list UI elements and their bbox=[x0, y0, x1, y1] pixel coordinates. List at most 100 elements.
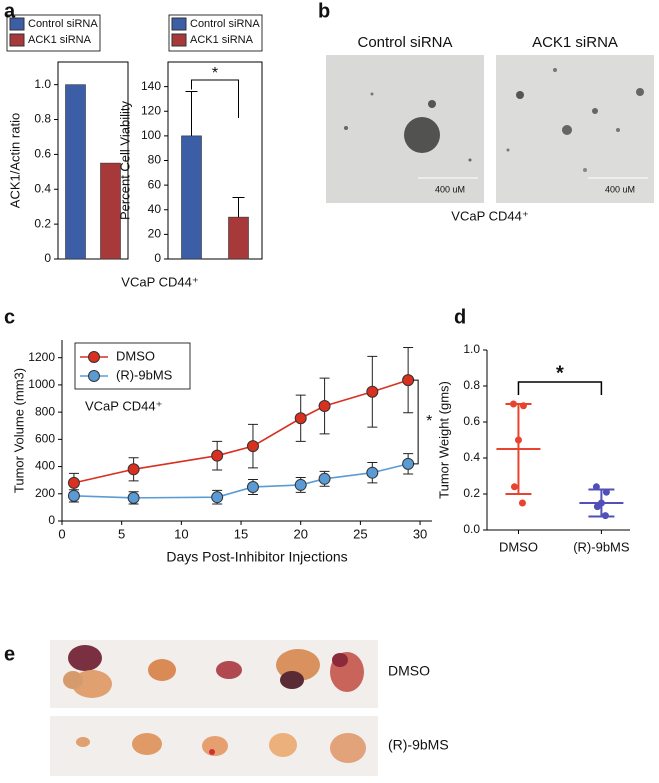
y-tick-label: 40 bbox=[148, 202, 162, 216]
micrograph bbox=[326, 55, 484, 203]
legend-frame bbox=[74, 342, 191, 390]
data-point bbox=[127, 463, 140, 476]
y-tick-label: 0.0 bbox=[463, 522, 480, 536]
data-point bbox=[294, 478, 307, 491]
x-tick-label: 0 bbox=[58, 526, 65, 541]
legend-marker bbox=[88, 370, 100, 382]
series-line bbox=[73, 463, 409, 499]
y-axis-label: Percent Cell Viability bbox=[117, 101, 132, 220]
legend-swatch bbox=[171, 17, 187, 31]
data-point bbox=[67, 489, 80, 502]
significance-star: * bbox=[426, 413, 432, 430]
data-point bbox=[510, 483, 518, 491]
data-point bbox=[318, 400, 331, 413]
x-tick-label: 20 bbox=[293, 526, 307, 541]
y-tick-label: 200 bbox=[35, 486, 55, 500]
bar bbox=[100, 162, 121, 260]
legend-swatch bbox=[9, 17, 25, 31]
bar bbox=[181, 135, 202, 260]
y-axis-label: Tumor Volume (mm3) bbox=[11, 368, 26, 493]
y-tick-label: 1000 bbox=[28, 377, 55, 391]
y-axis-label: ACK1/Actin ratio bbox=[7, 113, 22, 208]
image-title: Control siRNA bbox=[357, 34, 452, 51]
micrograph bbox=[496, 55, 654, 203]
image-title: ACK1 siRNA bbox=[532, 34, 618, 51]
legend-label: Control siRNA bbox=[190, 18, 260, 30]
bar bbox=[228, 216, 249, 260]
significance-star: * bbox=[212, 65, 218, 82]
significance-bracket bbox=[413, 379, 419, 465]
data-point bbox=[592, 483, 600, 491]
data-point bbox=[366, 385, 379, 398]
data-point bbox=[518, 499, 526, 507]
axes bbox=[486, 350, 630, 531]
legend-label: DMSO bbox=[116, 348, 155, 363]
data-point bbox=[246, 480, 259, 493]
data-point bbox=[246, 440, 259, 453]
data-point bbox=[402, 374, 415, 387]
error-bar bbox=[185, 91, 198, 136]
significance-bracket bbox=[517, 381, 603, 395]
scale-label: 400 uM bbox=[605, 184, 635, 194]
x-tick-label: (R)-9bMS bbox=[573, 539, 630, 554]
legend-swatch bbox=[171, 33, 187, 47]
plot-frame bbox=[57, 61, 129, 260]
significance-bracket bbox=[191, 79, 239, 118]
y-tick-label: 0 bbox=[44, 251, 51, 265]
data-point bbox=[67, 476, 80, 489]
data-point bbox=[602, 488, 610, 496]
bar bbox=[65, 84, 86, 260]
y-tick-label: 100 bbox=[141, 128, 161, 142]
y-tick-label: 0.6 bbox=[34, 147, 51, 161]
y-tick-label: 1200 bbox=[28, 350, 55, 364]
caption: VCaP CD44⁺ bbox=[451, 208, 528, 223]
y-tick-label: 120 bbox=[141, 103, 161, 117]
x-tick-label: 25 bbox=[353, 526, 367, 541]
data-point bbox=[519, 402, 527, 410]
legend-marker bbox=[88, 351, 100, 363]
y-tick-label: 1.0 bbox=[34, 77, 51, 91]
data-point bbox=[514, 436, 522, 444]
data-point bbox=[294, 412, 307, 425]
x-tick-label: 10 bbox=[174, 526, 188, 541]
panel-letter: c bbox=[4, 306, 15, 328]
data-point bbox=[318, 472, 331, 485]
data-point bbox=[509, 400, 517, 408]
x-tick-label: 30 bbox=[413, 526, 427, 541]
y-tick-label: 0 bbox=[48, 513, 55, 527]
legend-swatch bbox=[9, 33, 25, 47]
x-axis-label: VCaP CD44⁺ bbox=[121, 274, 198, 289]
y-tick-label: 20 bbox=[148, 227, 162, 241]
y-tick-label: 140 bbox=[141, 79, 161, 93]
panel-letter: e bbox=[4, 643, 15, 665]
y-tick-label: 0.8 bbox=[463, 378, 480, 392]
data-point bbox=[402, 457, 415, 470]
y-tick-label: 0.2 bbox=[34, 216, 51, 230]
y-tick-label: 0.4 bbox=[34, 181, 51, 195]
data-point bbox=[211, 491, 224, 504]
row-label: (R)-9bMS bbox=[388, 737, 449, 753]
y-tick-label: 0.8 bbox=[34, 112, 51, 126]
y-axis-label: Tumor Weight (gms) bbox=[436, 381, 451, 499]
data-point bbox=[593, 503, 601, 511]
scale-label: 400 uM bbox=[435, 184, 465, 194]
legend-frame bbox=[6, 14, 101, 52]
x-tick-label: 5 bbox=[118, 526, 125, 541]
significance-star: * bbox=[556, 362, 564, 384]
x-tick-label: 15 bbox=[234, 526, 248, 541]
legend-label: ACK1 siRNA bbox=[28, 34, 92, 46]
tumor-photos bbox=[50, 640, 378, 776]
legend-label: ACK1 siRNA bbox=[190, 34, 254, 46]
panel-letter: d bbox=[454, 306, 466, 328]
data-point bbox=[601, 512, 609, 520]
x-tick-label: DMSO bbox=[499, 539, 538, 554]
y-tick-label: 60 bbox=[148, 177, 162, 191]
y-tick-label: 600 bbox=[35, 432, 55, 446]
series-line bbox=[73, 379, 409, 484]
panel-letter: b bbox=[318, 0, 330, 22]
error-bar bbox=[232, 196, 245, 218]
y-tick-label: 0 bbox=[154, 251, 161, 265]
annotation: VCaP CD44⁺ bbox=[85, 398, 162, 413]
data-point bbox=[211, 449, 224, 462]
y-tick-label: 400 bbox=[35, 459, 55, 473]
